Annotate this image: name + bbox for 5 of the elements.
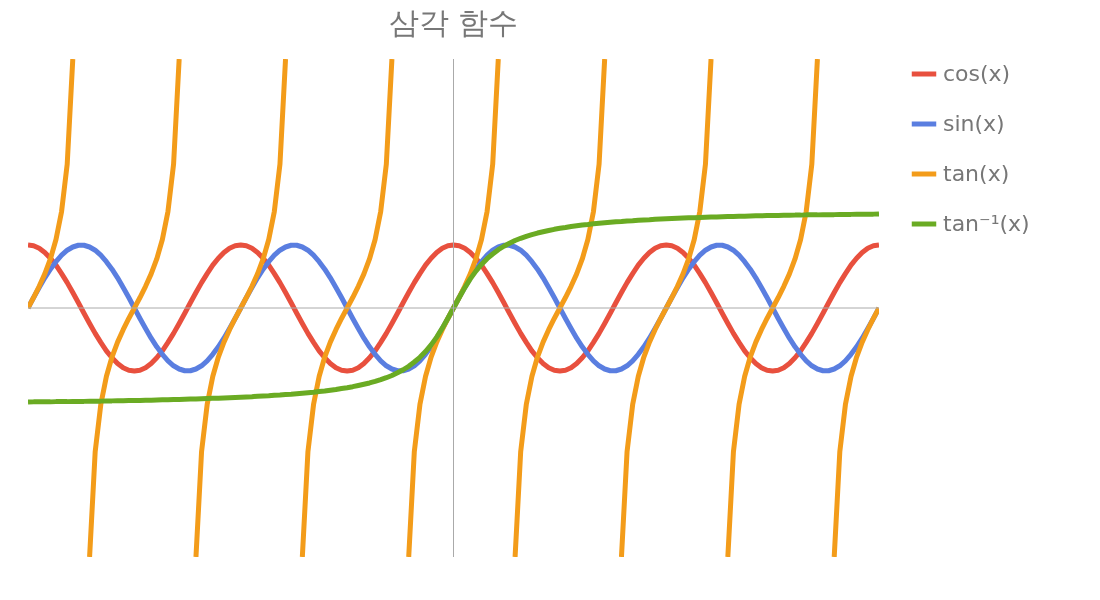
legend-label: sin(x) bbox=[943, 111, 1005, 136]
legend-label: tan(x) bbox=[943, 161, 1010, 186]
legend-label: tan⁻¹(x) bbox=[943, 211, 1030, 236]
legend-label: cos(x) bbox=[943, 61, 1011, 86]
chart-title: 삼각 함수 bbox=[388, 4, 519, 40]
